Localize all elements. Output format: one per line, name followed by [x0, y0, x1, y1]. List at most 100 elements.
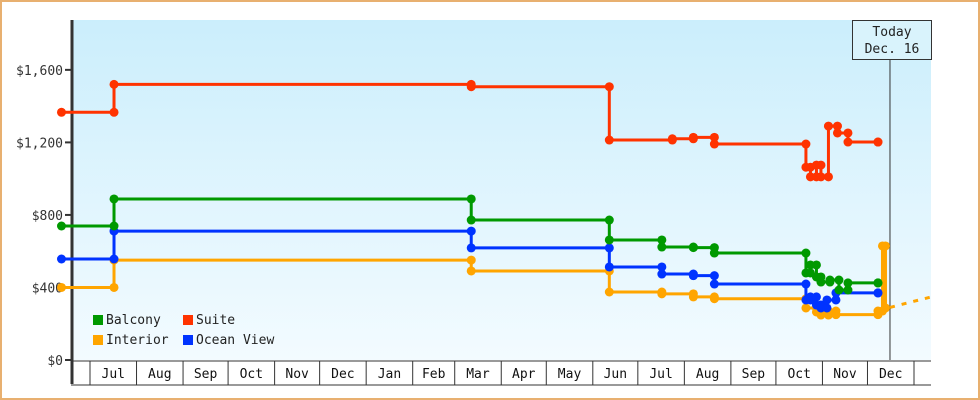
interior-data-point: [56, 282, 66, 292]
suite-data-point: [604, 135, 614, 145]
y-tick-label: $1,200: [16, 136, 63, 151]
ocean-view-data-point: [604, 243, 614, 253]
x-month-label: Oct: [787, 367, 810, 382]
balcony-data-point: [816, 277, 826, 287]
suite-data-point: [816, 160, 826, 170]
suite-data-point: [709, 139, 719, 149]
ocean-view-data-point: [709, 271, 719, 281]
balcony-data-point: [109, 221, 119, 231]
y-tick-label: $1,600: [16, 64, 63, 79]
balcony-data-point: [811, 260, 821, 270]
suite-data-point: [873, 137, 883, 147]
ocean-view-data-point: [657, 269, 667, 279]
balcony-data-point: [873, 278, 883, 288]
legend-label: Balcony: [106, 313, 161, 328]
balcony-data-point: [834, 285, 844, 295]
ocean-view-data-point: [688, 271, 698, 281]
x-month-label: Jun: [604, 367, 627, 382]
suite-data-point: [109, 79, 119, 89]
ocean-view-data-point: [822, 295, 832, 305]
today-label: Today: [872, 25, 912, 40]
x-month-label: Dec: [331, 367, 354, 382]
interior-data-point: [688, 292, 698, 302]
suite-data-point: [843, 137, 853, 147]
suite-data-point: [466, 82, 476, 92]
legend-swatch: [93, 335, 103, 345]
suite-data-point: [688, 132, 698, 142]
balcony-data-point: [843, 278, 853, 288]
balcony-data-point: [466, 215, 476, 225]
balcony-data-point: [657, 235, 667, 245]
ocean-view-data-point: [604, 262, 614, 272]
balcony-series-line: [61, 197, 878, 292]
ocean-view-data-point: [709, 279, 719, 289]
x-month-label: Jan: [378, 367, 401, 382]
ocean-view-data-point: [466, 226, 476, 236]
x-month-label: Dec: [879, 367, 902, 382]
suite-data-point: [604, 82, 614, 92]
x-month-label: Feb: [422, 367, 446, 382]
legend-item-suite[interactable]: Suite: [183, 313, 235, 328]
legend-swatch: [183, 315, 193, 325]
interior-data-point: [604, 287, 614, 297]
interior-data-point: [657, 289, 667, 299]
legend-swatch: [183, 335, 193, 345]
interior-data-point: [709, 294, 719, 304]
y-tick-label: $0: [47, 354, 63, 369]
x-month-label: Oct: [240, 367, 263, 382]
suite-data-point: [667, 134, 677, 144]
balcony-data-point: [109, 194, 119, 204]
balcony-data-point: [825, 275, 835, 285]
balcony-data-point: [604, 235, 614, 245]
balcony-data-point: [56, 221, 66, 231]
today-marker-label: Today Dec. 16: [852, 20, 932, 60]
legend-swatch: [93, 315, 103, 325]
y-tick-label: $800: [32, 209, 63, 224]
suite-data-point: [801, 139, 811, 149]
suite-data-point: [56, 107, 66, 117]
legend-item-balcony[interactable]: Balcony: [93, 313, 161, 328]
ocean-view-data-point: [822, 303, 832, 313]
x-month-label: Nov: [833, 367, 857, 382]
suite-data-point: [709, 132, 719, 142]
ocean-view-data-point: [873, 288, 883, 298]
x-month-label: Aug: [696, 367, 719, 382]
balcony-data-point: [843, 285, 853, 295]
x-month-label: Jul: [102, 367, 125, 382]
interior-data-point: [880, 241, 890, 251]
today-date: Dec. 16: [864, 42, 920, 57]
x-month-label: Jul: [649, 367, 672, 382]
x-month-label: Apr: [512, 367, 536, 382]
suite-data-point: [843, 128, 853, 138]
interior-data-point: [109, 282, 119, 292]
legend-item-ocean-view[interactable]: Ocean View: [183, 333, 274, 348]
ocean-view-data-point: [56, 254, 66, 264]
x-month-label: Sep: [194, 367, 218, 382]
interior-data-point: [816, 310, 826, 320]
balcony-data-point: [657, 242, 667, 252]
suite-series-line: [61, 82, 878, 179]
suite-data-point: [816, 172, 826, 182]
ocean-view-data-point: [466, 243, 476, 253]
ocean-view-data-point: [811, 292, 821, 302]
legend-label: Ocean View: [196, 333, 275, 348]
suite-data-point: [823, 121, 833, 131]
suite-data-point: [832, 121, 842, 131]
y-tick-label: $400: [32, 281, 63, 296]
balcony-data-point: [688, 243, 698, 253]
suite-data-point: [109, 107, 119, 117]
legend-label: Suite: [196, 313, 236, 328]
x-month-label: Mar: [466, 367, 490, 382]
interior-data-point: [880, 303, 890, 313]
x-month-label: Aug: [148, 367, 171, 382]
interior-data-point: [801, 303, 811, 313]
ocean-view-data-point: [109, 254, 119, 264]
balcony-data-point: [466, 194, 476, 204]
suite-data-point: [823, 172, 833, 182]
legend-item-interior[interactable]: Interior: [93, 333, 169, 348]
plot-area: [71, 20, 931, 360]
ocean-view-data-point: [801, 279, 811, 289]
interior-data-point: [466, 266, 476, 276]
